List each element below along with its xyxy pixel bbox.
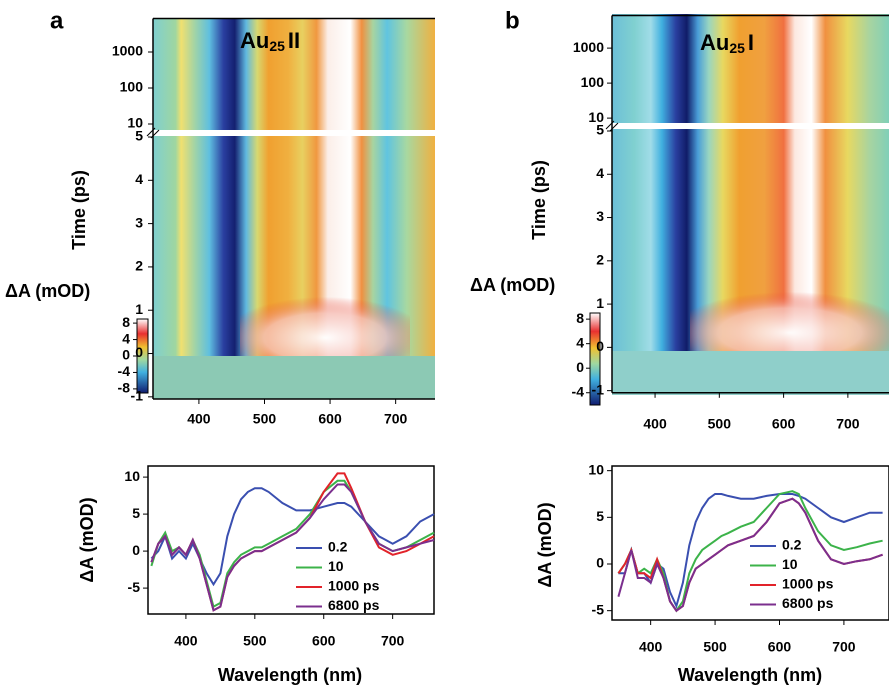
title-part: I: [748, 30, 754, 55]
y-tick-label: -1: [592, 381, 605, 397]
y-tick-label: 0: [596, 555, 604, 571]
y-axis-label: ΔA (mOD): [535, 502, 555, 587]
colorbar-label: ΔA (mOD): [470, 275, 555, 295]
x-tick-label: 600: [312, 633, 336, 649]
y-tick-label: 5: [596, 122, 604, 138]
y-tick-label: 0: [132, 542, 140, 558]
panel-label: b: [505, 7, 520, 34]
title-part: Au: [240, 28, 269, 53]
colorbar-tick-label: -8: [118, 380, 131, 396]
x-tick-label: 400: [187, 411, 211, 427]
legend-label: 6800 ps: [328, 597, 380, 613]
y-tick-label: 10: [127, 115, 143, 131]
heatmap-image: [153, 356, 435, 399]
panel-label: a: [50, 7, 64, 34]
y-tick-label: 100: [581, 74, 605, 90]
colorbar-tick-label: 8: [576, 310, 584, 326]
y-tick-label: 5: [596, 508, 604, 524]
series-line: [150, 487, 435, 587]
y-tick-label: 3: [135, 214, 143, 230]
colorbar-tick-label: -4: [118, 363, 131, 379]
y-tick-label: 4: [596, 165, 604, 181]
heatmap-image: [690, 285, 889, 353]
colorbar-tick-label: -4: [572, 383, 585, 399]
legend-label: 0.2: [782, 537, 802, 553]
colorbar-tick-label: 4: [576, 334, 584, 350]
y-tick-label: 1: [135, 301, 143, 317]
x-tick-label: 700: [384, 411, 408, 427]
title-part: II: [288, 28, 300, 53]
x-tick-label: 400: [643, 416, 667, 432]
y-tick-label: -5: [592, 601, 605, 617]
heatmap-image: [612, 351, 889, 395]
colorbar-label: ΔA (mOD): [5, 281, 90, 301]
x-tick-label: 700: [832, 639, 856, 655]
y-tick-label: 5: [135, 128, 143, 144]
x-tick-label: 600: [772, 416, 796, 432]
break-mark: [605, 120, 619, 132]
y-tick-label: 1: [596, 295, 604, 311]
y-axis-label: Time (ps): [69, 170, 89, 250]
y-tick-label: 10: [588, 461, 604, 477]
series-line: [617, 497, 883, 613]
x-tick-label: 700: [836, 416, 860, 432]
legend-label: 10: [328, 558, 344, 574]
plot-title: Au25 I: [700, 30, 754, 56]
y-tick-label: 1000: [112, 43, 143, 59]
x-tick-label: 600: [768, 639, 792, 655]
y-tick-label: 10: [588, 109, 604, 125]
title-sub: 25: [269, 38, 285, 54]
x-tick-label: 400: [639, 639, 663, 655]
x-tick-label: 700: [381, 633, 405, 649]
legend-label: 1000 ps: [328, 578, 380, 594]
y-tick-label: 10: [124, 468, 140, 484]
x-tick-label: 500: [708, 416, 732, 432]
series-line: [617, 490, 883, 613]
colorbar-tick-label: 4: [122, 330, 130, 346]
y-tick-label: 100: [120, 79, 144, 95]
x-axis-label: Wavelength (nm): [218, 665, 362, 685]
plot-frame: [147, 465, 435, 615]
y-tick-label: 4: [135, 171, 143, 187]
legend-label: 1000 ps: [782, 576, 834, 592]
x-tick-label: 400: [174, 633, 198, 649]
y-tick-label: 1000: [573, 39, 604, 55]
colorbar-tick-label: 0: [122, 347, 130, 363]
y-tick-label: 2: [135, 258, 143, 274]
colorbar-tick-label: 8: [122, 314, 130, 330]
y-tick-label: 0: [596, 338, 604, 354]
x-tick-label: 600: [318, 411, 342, 427]
y-tick-label: 2: [596, 252, 604, 268]
legend-label: 6800 ps: [782, 595, 834, 611]
y-tick-label: -5: [128, 579, 141, 595]
colorbar: [589, 312, 601, 406]
x-tick-label: 500: [703, 639, 727, 655]
series-line: [150, 483, 435, 612]
heatmap-image: [240, 290, 410, 358]
y-tick-label: 3: [596, 208, 604, 224]
y-tick-label: 0: [135, 344, 143, 360]
title-sub: 25: [729, 40, 745, 56]
x-tick-label: 500: [253, 411, 277, 427]
axis-break: [151, 130, 435, 136]
x-tick-label: 500: [243, 633, 267, 649]
legend-label: 0.2: [328, 539, 348, 555]
plot-title: Au25 II: [240, 28, 300, 54]
title-part: Au: [700, 30, 729, 55]
series-line: [617, 497, 883, 613]
colorbar-tick-label: 0: [576, 359, 584, 375]
y-tick-label: 5: [132, 505, 140, 521]
axis-break: [610, 123, 889, 129]
y-axis-label: ΔA (mOD): [77, 497, 97, 582]
y-tick-label: -1: [131, 388, 144, 404]
plot-frame: [611, 465, 889, 621]
y-axis-label: Time (ps): [529, 160, 549, 240]
x-axis-label: Wavelength (nm): [678, 665, 822, 685]
legend-label: 10: [782, 556, 798, 572]
